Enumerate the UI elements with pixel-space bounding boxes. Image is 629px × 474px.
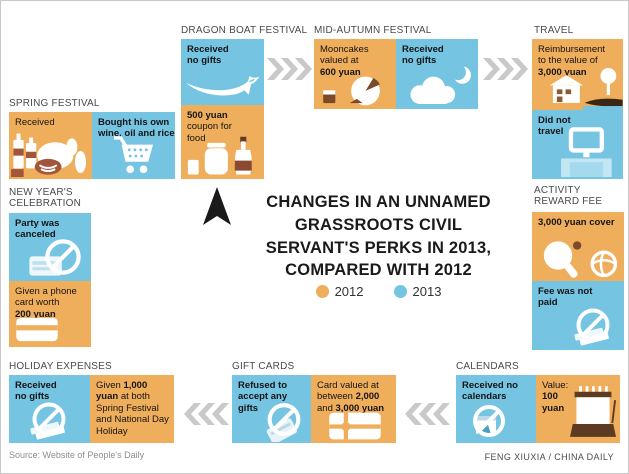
gift-cards-2012-box: Card valued at between 2,000 and 3,000 y… bbox=[311, 375, 396, 443]
section-label-activity: ACTIVITY REWARD FEE bbox=[534, 185, 603, 208]
box-text: Received no calendars bbox=[462, 380, 518, 403]
section-label-holiday: HOLIDAY EXPENSES bbox=[9, 361, 112, 372]
no-gift-cards-icon bbox=[266, 403, 301, 442]
box-text: Mooncakes valued at 600 yuan bbox=[320, 44, 369, 78]
computer-desk-icon bbox=[561, 127, 612, 177]
section-label-gift-cards: GIFT CARDS bbox=[232, 361, 295, 372]
new-year-2013-box: Party was canceled bbox=[9, 213, 91, 281]
no-money-icon bbox=[30, 402, 66, 440]
food-jars-icon bbox=[187, 136, 252, 175]
box-text: Given 1,000 yuan at both Spring Festival… bbox=[96, 380, 169, 437]
section-label-calendars: CALENDARS bbox=[456, 361, 519, 372]
spring-2012-box: Received bbox=[9, 112, 92, 179]
travel-2013-box: Did not travel bbox=[532, 110, 623, 179]
new-year-2012-box: Given a phone card worth 200 yuan bbox=[9, 281, 91, 347]
moon-cloud-icon bbox=[410, 64, 471, 104]
legend-label-2013: 2013 bbox=[412, 284, 442, 299]
page-title: CHANGES IN AN UNNAMED GRASSROOTS CIVIL S… bbox=[265, 193, 492, 280]
legend: 2012 2013 bbox=[241, 284, 516, 299]
gift-cards-2013-box: Refused to accept any gifts bbox=[232, 375, 311, 443]
legend-label-2012: 2012 bbox=[334, 284, 364, 299]
dragon-boat-2012-box: 500 yuan coupon for food bbox=[181, 105, 264, 179]
box-text: Given a phone card worth 200 yuan bbox=[15, 286, 77, 320]
box-text: Card valued at between 2,000 and 3,000 y… bbox=[317, 380, 385, 414]
pingpong-volleyball-icon bbox=[543, 241, 618, 278]
chevrons-left-icon bbox=[405, 403, 450, 425]
box-text: Value: 100 yuan bbox=[542, 380, 569, 414]
chevrons-left-icon bbox=[184, 403, 229, 425]
section-label-travel: TRAVEL bbox=[534, 25, 574, 36]
section-label-mid-autumn: MID-AUTUMN FESTIVAL bbox=[314, 25, 432, 36]
desk-calendar-icon bbox=[570, 386, 616, 437]
box-text: 3,000 yuan cover bbox=[538, 217, 615, 228]
box-text: Fee was not paid bbox=[538, 286, 593, 309]
mooncakes-icon bbox=[323, 76, 380, 106]
legend-item-2012: 2012 bbox=[315, 284, 364, 299]
activity-2012-box: 3,000 yuan cover bbox=[532, 212, 624, 281]
legend-item-2013: 2013 bbox=[393, 284, 442, 299]
travel-2012-box: Reimbursement to the value of 3,000 yuan bbox=[532, 39, 623, 110]
shopping-cart-icon bbox=[114, 136, 154, 174]
chevrons-right-icon bbox=[483, 58, 528, 80]
calendars-2012-box: Value: 100 yuan bbox=[536, 375, 620, 443]
section-label-new-year: NEW YEAR'S CELEBRATION bbox=[9, 187, 82, 210]
calendars-2013-box: Received no calendars bbox=[456, 375, 536, 443]
phone-card-icon bbox=[16, 317, 58, 342]
section-label-dragon-boat: DRAGON BOAT FESTIVAL bbox=[181, 25, 308, 36]
section-label-spring: SPRING FESTIVAL bbox=[9, 98, 100, 109]
house-tree-road-icon bbox=[549, 68, 623, 110]
dragon-boat-2013-box: Received no gifts bbox=[181, 39, 264, 105]
north-dart-icon bbox=[203, 187, 231, 225]
box-text: Party was canceled bbox=[15, 218, 60, 241]
box-text: Received no gifts bbox=[15, 380, 57, 403]
box-text: Did not travel bbox=[538, 115, 571, 138]
activity-2013-box: Fee was not paid bbox=[532, 281, 624, 350]
no-money-icon bbox=[574, 308, 610, 346]
legend-dot-2013 bbox=[393, 285, 407, 298]
holiday-2012-box: Given 1,000 yuan at both Spring Festival… bbox=[90, 375, 174, 443]
no-party-card-icon bbox=[29, 239, 81, 276]
gift-card-icon bbox=[329, 412, 381, 440]
box-text: Received no gifts bbox=[402, 44, 444, 67]
box-text: Received bbox=[15, 117, 55, 128]
box-text: Bought his own wine, oil and rice bbox=[98, 117, 175, 140]
wine-and-food-icon bbox=[11, 133, 87, 177]
holiday-2013-box: Received no gifts bbox=[9, 375, 90, 443]
dragon-boat-icon bbox=[185, 76, 260, 96]
source-text: Source: Website of People's Daily bbox=[9, 450, 145, 460]
mid-autumn-2013-box: Received no gifts bbox=[396, 39, 478, 109]
box-text: Reimbursement to the value of 3,000 yuan bbox=[538, 44, 606, 78]
mid-autumn-2012-box: Mooncakes valued at 600 yuan bbox=[314, 39, 396, 109]
chevrons-right-icon bbox=[267, 58, 312, 80]
credit-text: FENG XIUXIA / CHINA DAILY bbox=[484, 452, 614, 462]
box-text: Received no gifts bbox=[187, 44, 229, 67]
no-calendar-icon bbox=[473, 405, 505, 437]
box-text: 500 yuan coupon for food bbox=[187, 110, 232, 144]
spring-2013-box: Bought his own wine, oil and rice bbox=[92, 112, 175, 179]
box-text: Refused to accept any gifts bbox=[238, 380, 288, 414]
legend-dot-2012 bbox=[315, 285, 329, 298]
